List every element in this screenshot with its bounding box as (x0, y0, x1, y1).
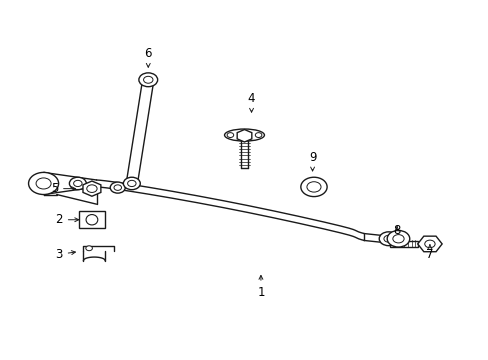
Circle shape (392, 235, 403, 243)
Polygon shape (237, 130, 251, 142)
FancyBboxPatch shape (79, 211, 104, 228)
Circle shape (36, 178, 51, 189)
Polygon shape (389, 241, 417, 247)
Ellipse shape (86, 215, 98, 225)
Circle shape (255, 132, 262, 138)
Circle shape (110, 182, 125, 193)
Circle shape (127, 180, 136, 186)
Circle shape (379, 232, 397, 246)
Circle shape (143, 76, 153, 83)
Text: 6: 6 (144, 48, 152, 67)
Text: 3: 3 (55, 248, 75, 261)
Circle shape (114, 185, 121, 190)
Circle shape (86, 185, 97, 193)
Circle shape (28, 172, 59, 194)
Circle shape (139, 73, 157, 87)
Circle shape (74, 180, 82, 186)
Circle shape (383, 235, 392, 242)
Text: 7: 7 (426, 245, 433, 261)
Circle shape (424, 240, 434, 248)
Circle shape (226, 132, 233, 138)
Circle shape (300, 177, 326, 197)
Text: 1: 1 (257, 275, 264, 299)
Circle shape (386, 230, 409, 247)
Circle shape (306, 182, 320, 192)
Circle shape (69, 177, 86, 190)
Text: 2: 2 (55, 213, 79, 226)
Ellipse shape (224, 129, 264, 141)
Polygon shape (83, 181, 101, 196)
Text: 4: 4 (247, 92, 255, 112)
Circle shape (86, 246, 92, 251)
Polygon shape (417, 236, 441, 252)
Text: 8: 8 (392, 224, 400, 237)
Text: 9: 9 (308, 151, 316, 171)
Circle shape (240, 132, 248, 139)
Circle shape (123, 177, 140, 190)
Text: 5: 5 (51, 182, 75, 195)
